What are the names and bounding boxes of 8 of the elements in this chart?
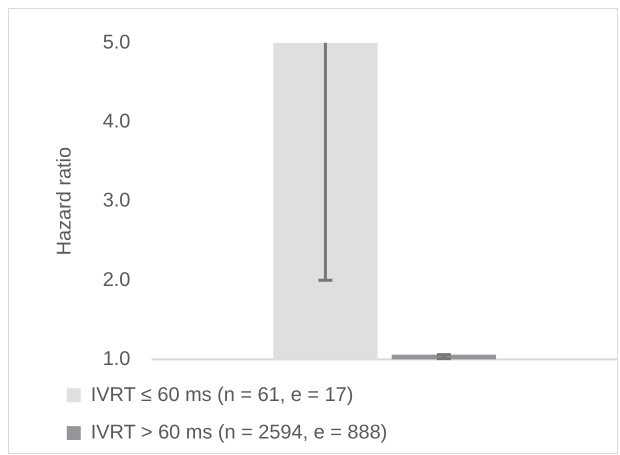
legend-label: IVRT ≤ 60 ms (n = 61, e = 17) — [90, 384, 354, 406]
y-tick-label: 3.0 — [102, 190, 130, 212]
y-tick-label: 4.0 — [102, 110, 130, 132]
y-axis-title: Hazard ratio — [53, 146, 76, 256]
y-tick-label: 1.0 — [102, 348, 130, 370]
y-tick-label: 2.0 — [102, 268, 130, 291]
legend-label: IVRT > 60 ms (n = 2594, e = 888) — [90, 422, 388, 444]
y-tick-label: 5.0 — [102, 31, 130, 54]
